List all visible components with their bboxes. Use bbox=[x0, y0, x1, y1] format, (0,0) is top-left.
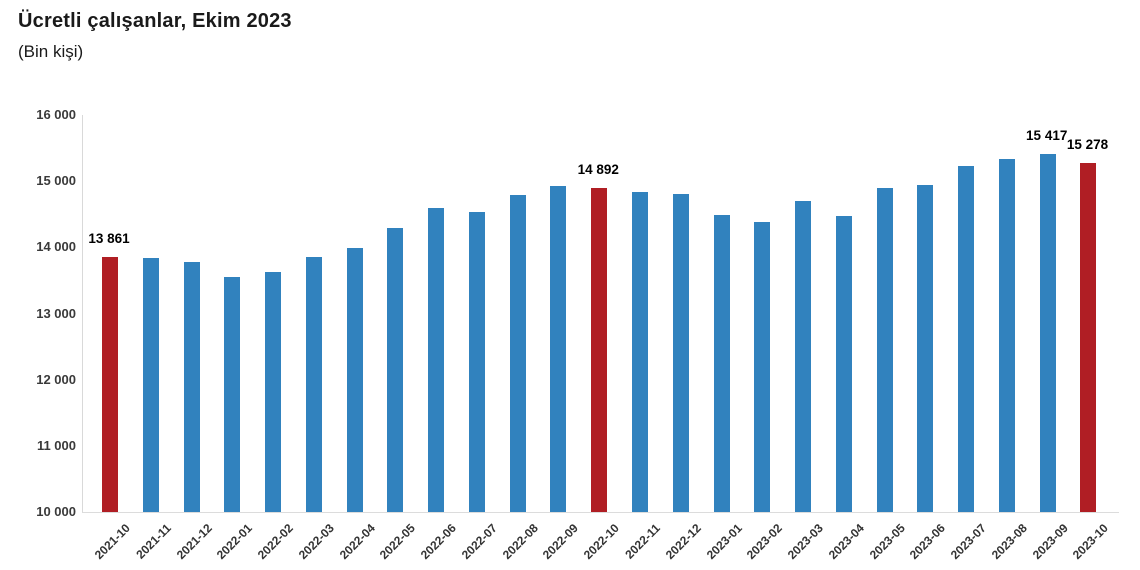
bar bbox=[1039, 153, 1056, 512]
bar bbox=[754, 222, 771, 512]
bar bbox=[428, 207, 445, 512]
bar bbox=[876, 188, 893, 512]
y-axis-tick-label: 12 000 bbox=[36, 371, 76, 387]
bar bbox=[795, 201, 812, 512]
bar-value-label: 14 892 bbox=[577, 162, 619, 178]
bar bbox=[550, 185, 567, 512]
bar bbox=[509, 195, 526, 512]
bar-value-label: 13 861 bbox=[88, 230, 130, 246]
y-axis-tick-label: 10 000 bbox=[36, 504, 76, 519]
bar bbox=[958, 165, 975, 512]
bar-highlighted bbox=[1080, 162, 1097, 512]
bar bbox=[387, 228, 404, 512]
bar bbox=[632, 192, 648, 512]
bar bbox=[468, 212, 485, 512]
bar-value-label: 15 417 bbox=[1026, 127, 1068, 143]
bar bbox=[265, 271, 282, 512]
plot-area bbox=[82, 115, 1119, 513]
y-axis-tick-label: 11 000 bbox=[36, 437, 76, 453]
bar bbox=[672, 194, 689, 512]
y-axis-tick-label: 13 000 bbox=[36, 305, 76, 321]
y-axis-tick-label: 15 000 bbox=[36, 173, 76, 189]
bar-value-label: 15 278 bbox=[1066, 136, 1109, 152]
bar bbox=[142, 257, 159, 512]
bar bbox=[305, 257, 322, 512]
y-axis-tick-label: 14 000 bbox=[36, 239, 76, 255]
bar bbox=[917, 185, 934, 512]
bar bbox=[835, 215, 852, 512]
bar bbox=[713, 214, 730, 512]
bar-highlighted bbox=[102, 256, 118, 512]
bar bbox=[346, 248, 363, 512]
chart-title: Ücretli çalışanlar, Ekim 2023 bbox=[18, 10, 292, 32]
bar bbox=[183, 261, 200, 512]
bar-highlighted bbox=[591, 188, 608, 512]
y-axis-tick-label: 16 000 bbox=[36, 107, 76, 122]
bar bbox=[998, 158, 1015, 512]
bar bbox=[224, 277, 241, 512]
chart-subtitle: (Bin kişi) bbox=[18, 42, 84, 61]
